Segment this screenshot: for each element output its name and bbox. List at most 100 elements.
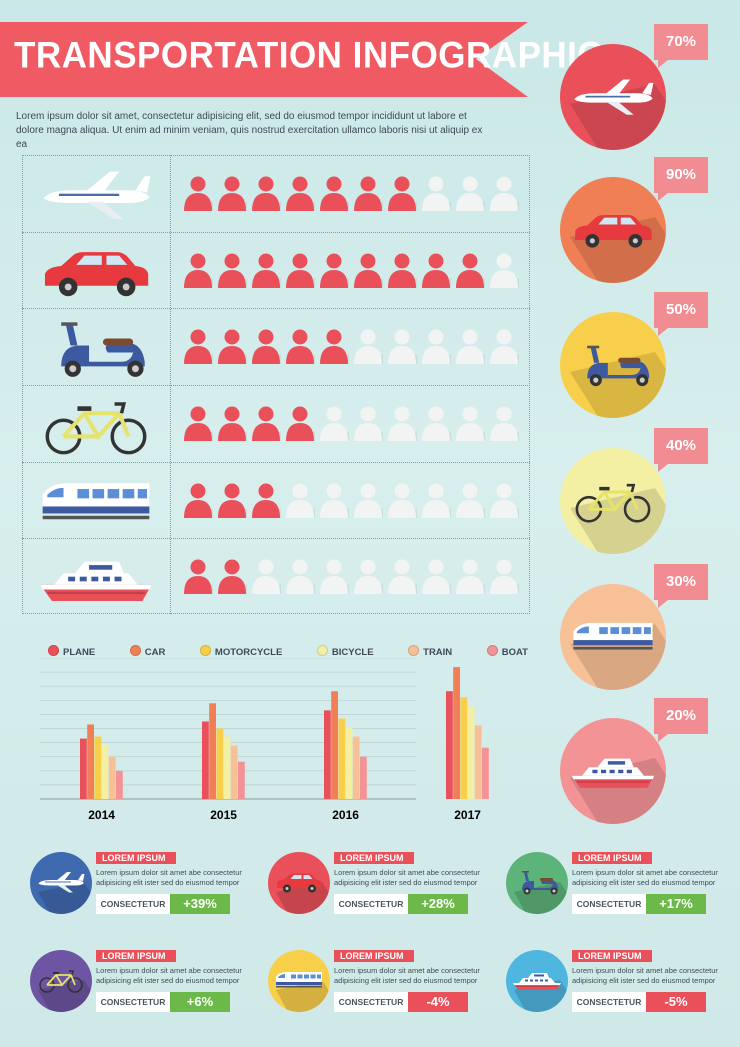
bar-motorcycle-2016 <box>338 718 346 799</box>
row-divider <box>22 232 530 233</box>
person-icon-filled <box>285 175 315 211</box>
bar-bicycle-2016 <box>345 727 353 799</box>
stat-description: Lorem ipsum dolor sit amet abe consectet… <box>334 966 480 985</box>
percent-tag: 30% <box>654 564 708 608</box>
person-icon-empty <box>455 175 485 211</box>
person-icon-empty <box>421 558 451 594</box>
person-icon-filled <box>319 252 349 288</box>
bar-train-2014 <box>108 756 116 799</box>
stat-card: LOREM IPSUM Lorem ipsum dolor sit amet a… <box>268 950 508 1040</box>
person-icon-empty <box>319 558 349 594</box>
stat-description: Lorem ipsum dolor sit amet abe consectet… <box>334 868 480 887</box>
person-icon-empty <box>489 328 519 364</box>
percent-circle <box>560 312 666 418</box>
row-divider <box>22 385 530 386</box>
legend-item: CAR <box>129 645 165 658</box>
person-icon-filled <box>285 328 315 364</box>
person-icon-empty <box>387 482 417 518</box>
train-icon <box>268 950 330 1012</box>
stat-description: Lorem ipsum dolor sit amet abe consectet… <box>96 966 242 985</box>
person-icon-empty <box>489 252 519 288</box>
person-icon-filled <box>183 328 213 364</box>
people-row <box>183 482 519 518</box>
scooter-icon <box>506 852 568 914</box>
stat-description: Lorem ipsum dolor sit amet abe consectet… <box>572 966 718 985</box>
title-banner <box>0 22 528 97</box>
bar-car-2014 <box>87 724 94 799</box>
percent-circle <box>560 584 666 690</box>
person-icon-filled <box>387 252 417 288</box>
stat-value: -4% <box>408 992 468 1012</box>
percent-tag: 20% <box>654 698 708 742</box>
person-icon-empty <box>319 405 349 441</box>
person-icon-empty <box>353 558 383 594</box>
stat-label: LOREM IPSUM <box>96 852 176 864</box>
person-icon-filled <box>251 405 281 441</box>
person-icon-filled <box>251 175 281 211</box>
person-icon-filled <box>217 482 247 518</box>
train-icon <box>34 474 158 537</box>
person-icon-filled <box>387 175 417 211</box>
stat-value: +6% <box>170 992 230 1012</box>
stat-key: CONSECTETUR <box>334 992 408 1012</box>
percent-circle <box>560 448 666 554</box>
bar-motorcycle-2015 <box>216 728 224 799</box>
person-icon-filled <box>251 328 281 364</box>
person-icon-empty <box>489 405 519 441</box>
bar-plane-2014 <box>80 738 87 799</box>
car-icon <box>570 209 656 257</box>
person-icon-filled <box>217 175 247 211</box>
chart-legend: PLANE CAR MOTORCYCLE BICYCLE TRAIN BOAT <box>48 645 528 658</box>
person-icon-filled <box>183 405 213 441</box>
person-icon-filled <box>217 328 247 364</box>
person-icon-filled <box>251 482 281 518</box>
bar-boat-2015 <box>238 761 245 799</box>
x-tick-label: 2017 <box>454 808 481 822</box>
person-icon-filled <box>251 252 281 288</box>
person-icon-empty <box>319 482 349 518</box>
person-icon-filled <box>217 405 247 441</box>
person-icon-empty <box>387 328 417 364</box>
person-icon-filled <box>285 405 315 441</box>
stat-key: CONSECTETUR <box>334 894 408 914</box>
stat-value: +39% <box>170 894 230 914</box>
legend-item: PLANE <box>48 645 95 658</box>
row-divider <box>22 308 530 309</box>
legend-item: BICYCLE <box>316 645 374 658</box>
stat-label: LOREM IPSUM <box>334 950 414 962</box>
percent-tag: 70% <box>654 24 708 68</box>
person-icon-empty <box>489 175 519 211</box>
person-icon-empty <box>421 175 451 211</box>
person-icon-empty <box>455 558 485 594</box>
person-icon-empty <box>489 558 519 594</box>
stat-label: LOREM IPSUM <box>96 950 176 962</box>
person-icon-filled <box>421 252 451 288</box>
people-row <box>183 405 519 441</box>
x-tick-label: 2014 <box>88 808 115 822</box>
page-title: TRANSPORTATION INFOGRAPHIC <box>14 35 604 76</box>
stat-label: LOREM IPSUM <box>334 852 414 864</box>
bicycle-icon <box>34 397 158 460</box>
stat-value: +28% <box>408 894 468 914</box>
grid-divider <box>170 155 171 614</box>
stat-description: Lorem ipsum dolor sit amet abe consectet… <box>572 868 718 887</box>
pictograph-grid <box>22 155 530 614</box>
plane-icon <box>570 76 656 124</box>
person-icon-filled <box>353 175 383 211</box>
bar-boat-2016 <box>360 756 367 799</box>
stat-key: CONSECTETUR <box>572 992 646 1012</box>
person-icon-filled <box>455 252 485 288</box>
legend-item: TRAIN <box>408 645 452 658</box>
x-tick-label: 2016 <box>332 808 359 822</box>
person-icon-empty <box>285 558 315 594</box>
boat-icon <box>34 550 158 613</box>
bar-chart: 2014 2015 2016 2017 <box>40 658 489 822</box>
stat-card: LOREM IPSUM Lorem ipsum dolor sit amet a… <box>30 950 270 1040</box>
person-icon-filled <box>319 175 349 211</box>
stat-card: LOREM IPSUM Lorem ipsum dolor sit amet a… <box>506 852 740 942</box>
person-icon-filled <box>217 252 247 288</box>
row-divider <box>22 538 530 539</box>
stat-key: CONSECTETUR <box>96 894 170 914</box>
train-icon <box>570 616 656 664</box>
stat-card: LOREM IPSUM Lorem ipsum dolor sit amet a… <box>506 950 740 1040</box>
